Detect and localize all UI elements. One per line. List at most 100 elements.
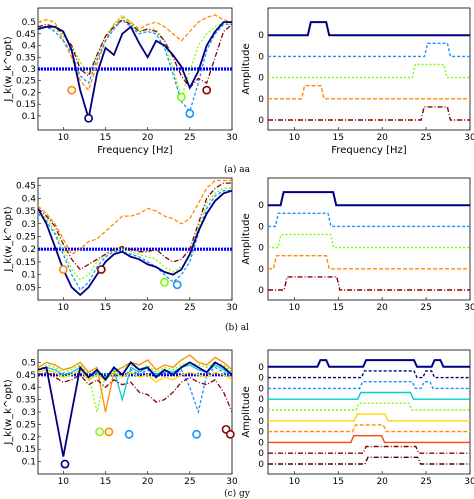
y-tick-label: 0.5 [22,18,36,28]
series-line [38,21,232,119]
x-tick-label: 15 [100,133,111,143]
series-line [38,187,232,281]
y-tick-label: 0.5 [22,358,36,368]
y-tick-label: 0.1 [22,112,36,122]
series-line [38,182,232,271]
y-tick-label: 0.25 [16,420,36,430]
series-line [38,14,232,92]
amplitude-line [268,456,470,465]
level-label: 0 [258,460,264,470]
level-label: 0 [258,384,264,394]
level-label: 0 [258,438,264,448]
amplitude-line [268,402,470,411]
y-tick-label: 0.15 [16,100,36,110]
minimum-marker [124,429,134,439]
series-line [38,366,232,415]
y-tick-label: 0.4 [22,194,37,204]
y-tick-label: 0.15 [16,445,36,455]
series-line [38,361,232,413]
y-tick-label: 0.1 [22,458,36,468]
x-axis-label: Frequency [Hz] [331,145,407,156]
x-tick-label: 10 [289,133,301,143]
y-tick-label: 0.45 [16,30,36,40]
level-label: 0 [258,222,264,232]
series-line [38,190,232,291]
amplitude-line [268,276,470,291]
y-tick-label: 0.4 [22,42,37,52]
y-tick-label: 0.3 [22,65,36,75]
amplitude-line [268,424,470,433]
level-label: 0 [258,286,264,296]
y-axis-label: Amplitude [241,386,252,437]
level-label: 0 [258,116,264,126]
level-label: 0 [258,363,264,373]
minimum-marker [192,429,201,439]
level-label: 0 [258,52,264,62]
amplitude-line [268,212,470,228]
x-tick-label: 25 [184,303,195,313]
x-tick-label: 15 [100,303,111,313]
y-axis-label: J_k(w_k^opt) [3,36,14,102]
x-tick-label: 30 [226,477,238,487]
level-label: 0 [258,449,264,459]
plot-frame [267,7,471,131]
amplitude-line [268,106,470,121]
y-tick-label: 0.1 [22,271,36,281]
y-axis-label: J_k(w_k^opt) [3,379,14,445]
series-line [38,189,232,297]
amplitude-line [268,42,470,58]
x-tick-label: 20 [142,303,154,313]
y-tick-label: 0.3 [22,408,36,418]
minimum-marker [185,109,195,118]
y-tick-label: 0.05 [16,283,36,293]
y-axis-label: Amplitude [241,43,252,94]
y-tick-label: 0.35 [16,396,36,406]
amplitude-line [268,391,470,400]
level-label: 0 [258,31,264,41]
y-tick-label: 0.2 [22,245,36,255]
y-axis-label: J_k(w_k^opt) [3,206,14,272]
x-tick-label: 10 [58,303,70,313]
series-line [38,371,232,413]
y-tick-label: 0.25 [16,232,36,242]
x-tick-label: 15 [333,133,344,143]
y-tick-label: 0.25 [16,77,36,87]
amplitude-line [268,359,470,368]
y-tick-label: 0.3 [22,220,36,230]
amplitude-line [268,233,470,249]
amplitude-line [268,255,470,270]
minimum-marker [95,427,104,437]
x-tick-label: 25 [184,133,195,143]
minimum-marker [176,92,186,102]
x-tick-label: 15 [100,477,111,487]
x-tick-label: 20 [376,303,388,313]
x-tick-label: 30 [464,133,474,143]
plot-frame [267,177,471,301]
series-line [38,364,232,403]
x-tick-label: 15 [333,477,344,487]
x-tick-label: 10 [58,477,70,487]
x-tick-label: 30 [464,477,474,487]
x-tick-label: 10 [289,303,301,313]
level-label: 0 [258,265,264,275]
x-tick-label: 10 [289,477,301,487]
minimum-marker [225,429,235,439]
minimum-marker [96,265,106,274]
plot-frame [267,349,471,475]
x-tick-label: 30 [464,303,474,313]
minimum-marker [202,85,212,95]
level-label: 0 [258,74,264,84]
panel-caption: (a) aa [224,164,251,175]
x-tick-label: 25 [420,303,431,313]
x-tick-label: 20 [376,477,388,487]
series-line [38,14,232,100]
x-tick-label: 15 [333,303,344,313]
x-tick-label: 25 [420,133,431,143]
level-label: 0 [258,374,264,384]
level-label: 0 [258,428,264,438]
level-label: 0 [258,417,264,427]
series-line [38,18,232,113]
x-tick-label: 25 [420,477,431,487]
x-axis-label: Frequency [Hz] [97,145,173,156]
